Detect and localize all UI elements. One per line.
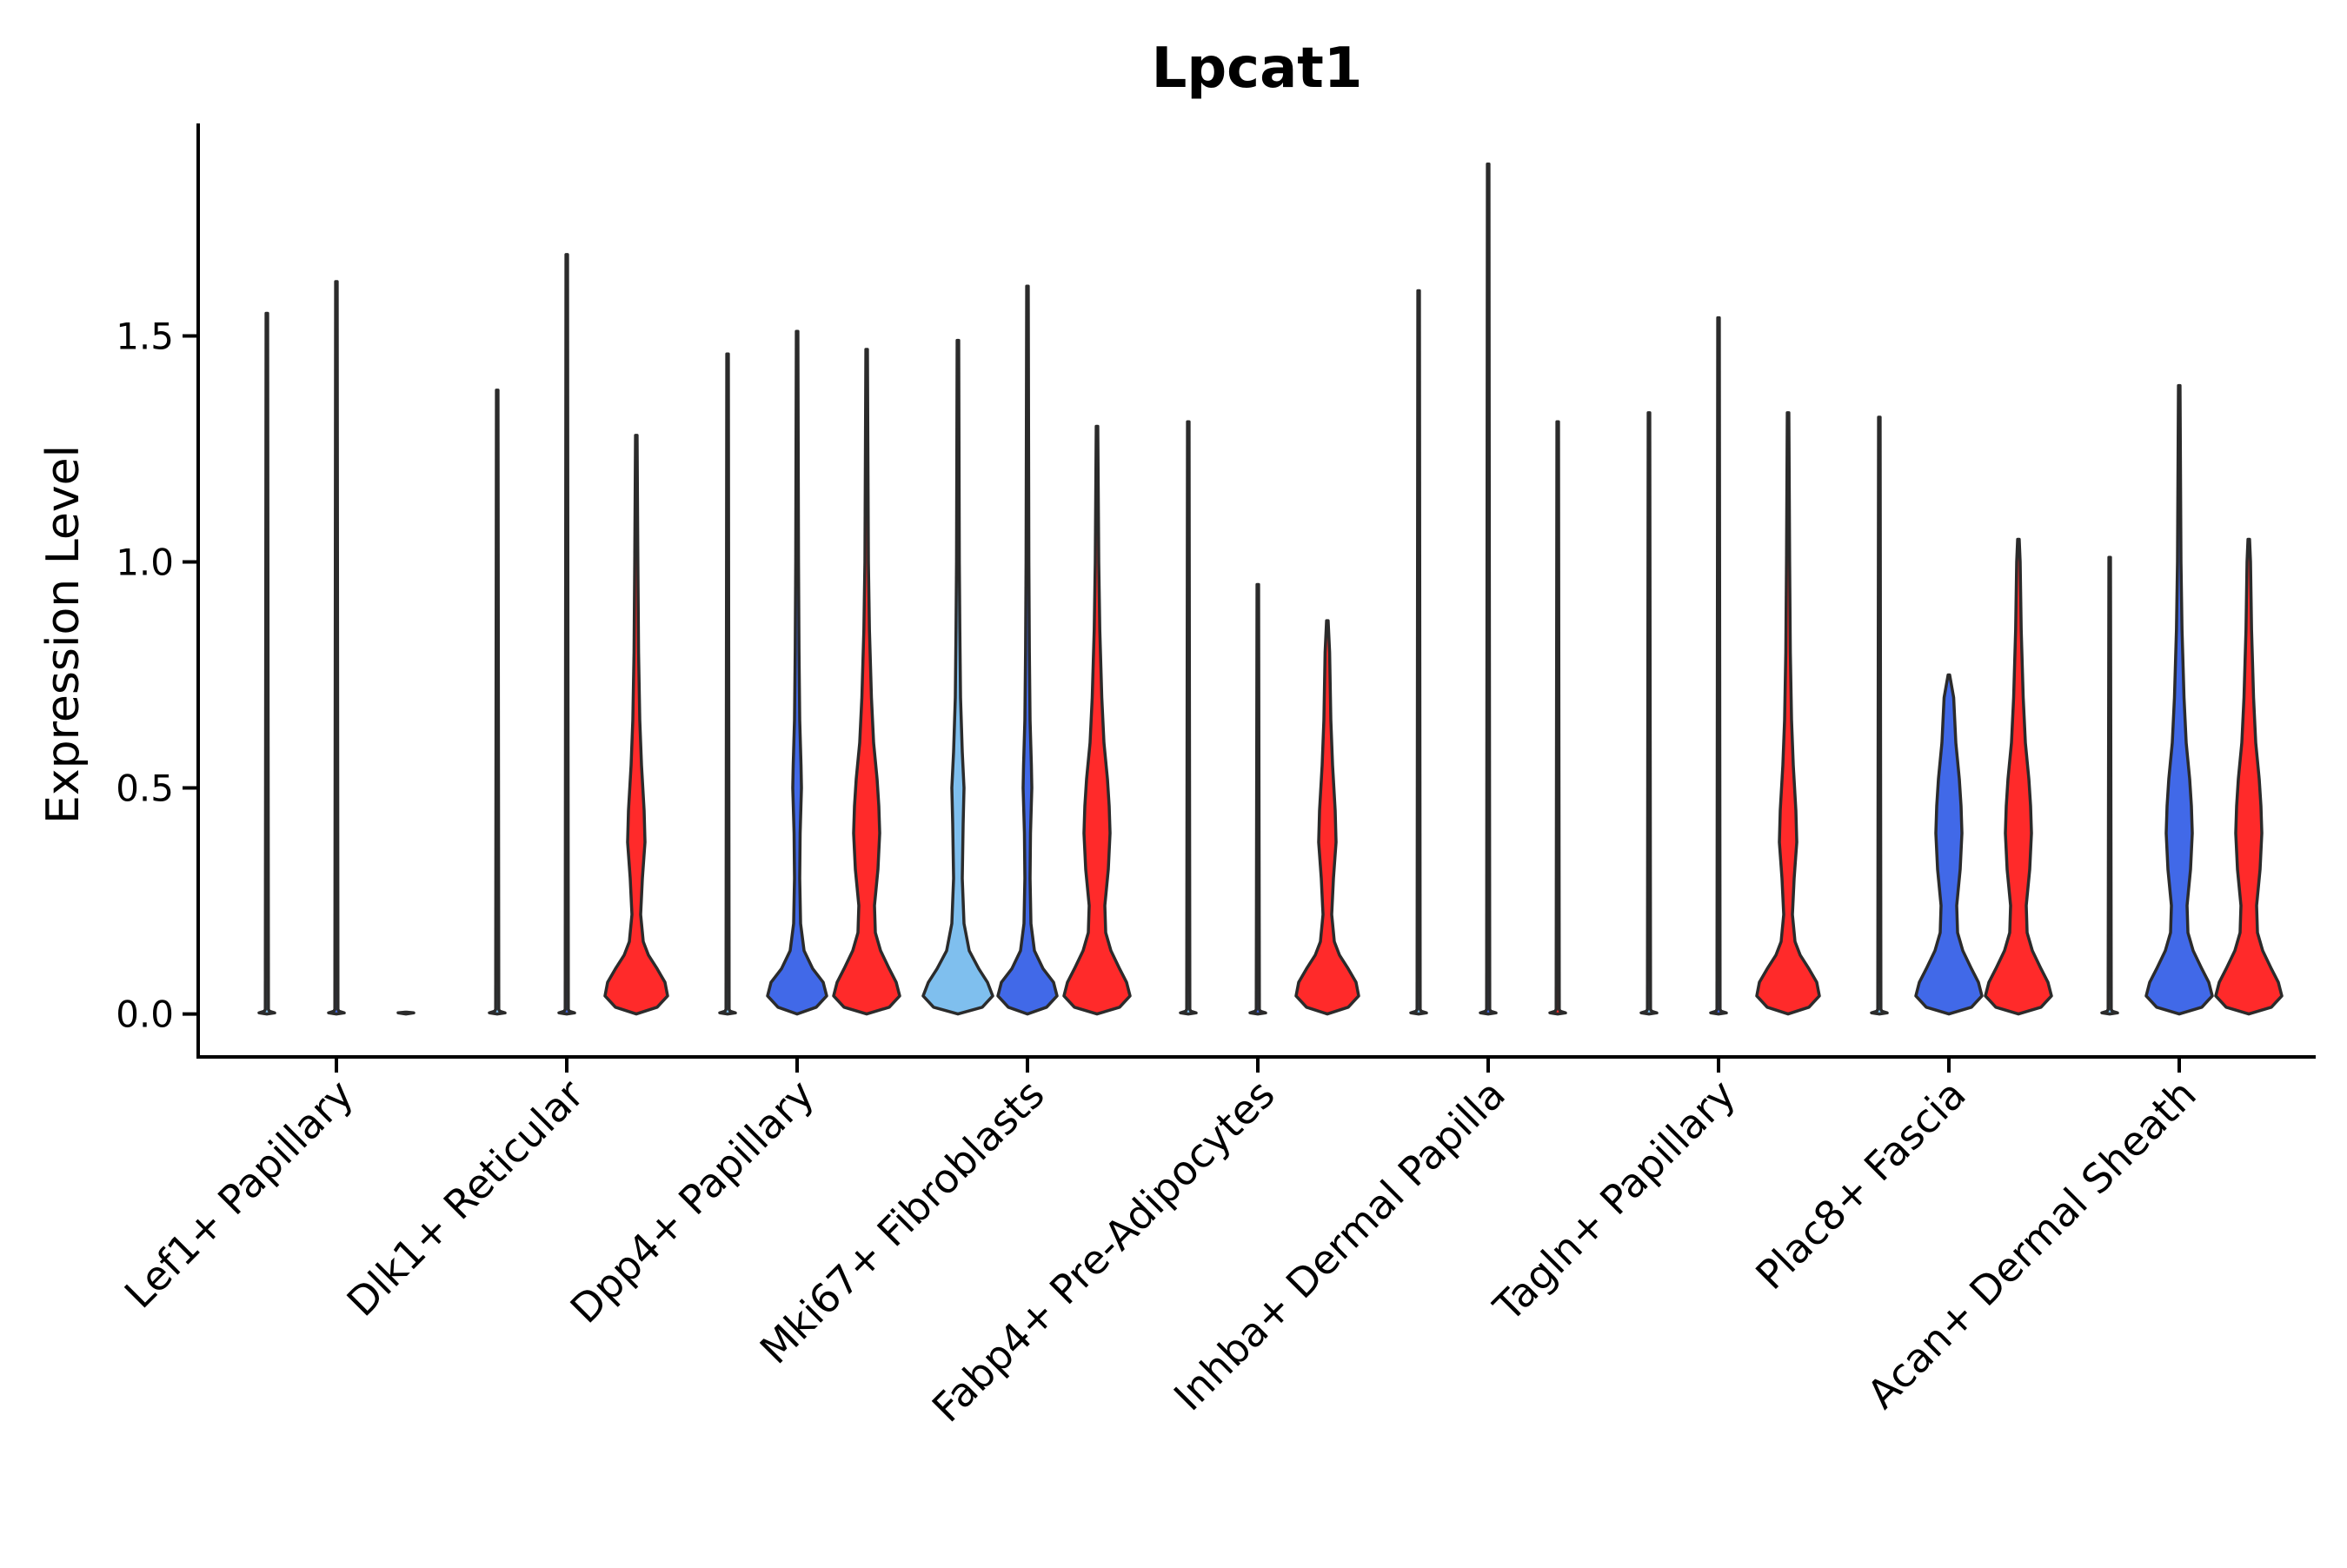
violin-blue bbox=[1709, 316, 1728, 1016]
y-tick-label: 0.0 bbox=[116, 993, 174, 1036]
x-tick-label: Dlk1+ Reticular bbox=[338, 1071, 593, 1325]
violin-red bbox=[1294, 619, 1360, 1016]
violin-red bbox=[1062, 424, 1132, 1016]
x-tick-label: Tagln+ Papillary bbox=[1484, 1071, 1745, 1332]
y-tick-label: 1.0 bbox=[116, 541, 174, 583]
violin-blue bbox=[766, 329, 828, 1016]
violin-red bbox=[603, 434, 669, 1016]
violin-blue bbox=[557, 253, 576, 1016]
violin-group bbox=[1639, 316, 1821, 1016]
violin-light_blue bbox=[921, 338, 994, 1016]
violin-light_blue bbox=[1870, 415, 1889, 1016]
violin-group bbox=[718, 329, 901, 1016]
y-axis-title: Expression Level bbox=[37, 445, 90, 824]
violin-light_blue bbox=[1179, 420, 1198, 1016]
violins-layer bbox=[257, 163, 2284, 1016]
violin-light_blue bbox=[718, 352, 737, 1016]
violin-group bbox=[2100, 383, 2284, 1016]
violin-group bbox=[1179, 420, 1360, 1016]
violin-light_blue bbox=[488, 389, 507, 1016]
violin-blue bbox=[1248, 582, 1267, 1016]
x-tick-label: Dpp4+ Papillary bbox=[562, 1071, 823, 1332]
chart-title: Lpcat1 bbox=[1152, 37, 1363, 101]
violin-group bbox=[257, 280, 416, 1016]
violin-light_blue bbox=[2100, 555, 2119, 1016]
y-tick-label: 1.5 bbox=[116, 315, 174, 357]
violin-group bbox=[1409, 163, 1567, 1016]
violin-group bbox=[1870, 415, 2053, 1016]
violin-light_blue bbox=[1639, 411, 1659, 1016]
violin-red bbox=[1984, 537, 2053, 1016]
violin-blue bbox=[1479, 163, 1498, 1016]
violin-blue bbox=[1914, 673, 1984, 1016]
y-ticks-layer: 0.0 0.5 1.0 1.5 bbox=[116, 315, 198, 1036]
violin-red bbox=[2214, 537, 2284, 1016]
violin-blue bbox=[2144, 383, 2214, 1016]
violin-group bbox=[921, 284, 1132, 1016]
violin-light_blue bbox=[1409, 289, 1428, 1016]
x-tick-label: Lef1+ Papillary bbox=[116, 1071, 362, 1318]
violin-blue bbox=[327, 280, 346, 1016]
violin-group bbox=[488, 253, 669, 1016]
y-tick-label: 0.5 bbox=[116, 767, 174, 810]
violin-red bbox=[396, 1010, 416, 1016]
violin-light_blue bbox=[257, 311, 276, 1016]
violin-red bbox=[832, 348, 901, 1016]
violin-red bbox=[1755, 411, 1821, 1016]
violin-blue bbox=[996, 284, 1059, 1016]
x-tick-label: Plac8+ Fascia bbox=[1746, 1071, 1974, 1299]
violin-red bbox=[1548, 420, 1567, 1016]
